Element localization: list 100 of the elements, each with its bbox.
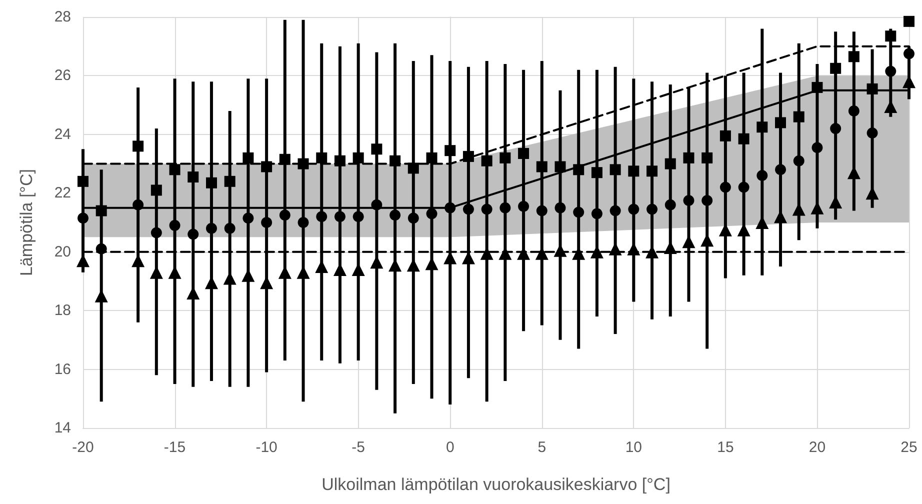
point xyxy=(756,170,768,182)
point xyxy=(426,208,438,220)
x-tick-label: 0 xyxy=(446,439,454,456)
x-tick-label: 5 xyxy=(538,439,546,456)
point xyxy=(885,66,896,77)
point xyxy=(866,83,878,94)
point xyxy=(775,117,786,128)
point xyxy=(904,48,914,60)
point xyxy=(188,228,199,240)
point xyxy=(738,182,750,193)
point xyxy=(610,164,621,176)
point xyxy=(188,171,199,182)
point xyxy=(536,205,548,216)
y-tick-label: 20 xyxy=(54,243,71,260)
y-tick-label: 14 xyxy=(54,420,71,436)
point xyxy=(830,62,842,74)
x-tick-label: 25 xyxy=(900,439,918,456)
point xyxy=(408,212,419,224)
point xyxy=(683,152,694,164)
point xyxy=(371,199,382,210)
point xyxy=(150,184,162,196)
point xyxy=(904,16,914,27)
point xyxy=(444,145,456,156)
point xyxy=(78,176,88,187)
y-tick-label: 22 xyxy=(54,184,71,202)
point xyxy=(444,202,456,214)
point xyxy=(224,176,236,187)
y-tick-label: 28 xyxy=(54,8,71,26)
point xyxy=(738,133,750,144)
point xyxy=(554,161,566,172)
point xyxy=(261,217,272,228)
point xyxy=(390,210,401,221)
point xyxy=(279,154,290,165)
point xyxy=(132,140,144,152)
point xyxy=(481,204,492,215)
point xyxy=(261,161,272,172)
point xyxy=(812,82,823,93)
point xyxy=(812,142,823,154)
point xyxy=(866,127,878,138)
x-axis-title: Ulkoilman lämpötilan vuorokausikeskiarvo [°C] xyxy=(322,475,670,494)
x-tick-label: -5 xyxy=(352,439,366,456)
point xyxy=(78,212,88,224)
point xyxy=(628,166,640,177)
point xyxy=(132,199,144,210)
point xyxy=(500,202,511,214)
point xyxy=(206,177,217,188)
x-tick-label: 10 xyxy=(625,439,642,456)
point xyxy=(96,205,107,216)
point xyxy=(426,152,438,164)
point xyxy=(848,105,860,116)
point xyxy=(352,211,364,222)
point xyxy=(664,199,676,210)
point xyxy=(298,217,309,228)
point xyxy=(793,111,804,122)
point xyxy=(573,206,584,218)
point xyxy=(206,222,217,234)
point xyxy=(720,130,731,142)
point xyxy=(702,194,713,206)
y-tick-label: 26 xyxy=(54,67,71,84)
point xyxy=(591,167,602,178)
x-tick-label: -15 xyxy=(164,439,186,456)
point xyxy=(628,204,640,215)
x-tick-label: -20 xyxy=(72,439,94,456)
point xyxy=(316,211,328,222)
point xyxy=(462,150,474,162)
x-tick-label: 20 xyxy=(808,439,826,456)
point xyxy=(224,222,236,234)
point xyxy=(481,155,492,166)
point xyxy=(500,152,511,164)
point xyxy=(536,161,548,172)
point xyxy=(462,204,474,215)
point xyxy=(720,182,731,193)
point xyxy=(279,210,290,221)
point xyxy=(830,123,842,134)
point xyxy=(683,194,694,206)
y-tick-label: 18 xyxy=(54,302,71,320)
point xyxy=(96,243,107,254)
point xyxy=(242,152,254,164)
point xyxy=(646,166,658,177)
point xyxy=(646,204,658,215)
y-axis-title: Lämpötila [°C] xyxy=(17,169,36,276)
point xyxy=(610,205,621,216)
point xyxy=(591,208,602,220)
point xyxy=(885,30,896,42)
point xyxy=(756,122,768,133)
point xyxy=(169,220,180,231)
point xyxy=(242,212,254,224)
point xyxy=(518,148,530,160)
point xyxy=(408,162,419,174)
point xyxy=(334,211,346,222)
x-tick-label: -10 xyxy=(256,439,278,456)
point xyxy=(371,144,382,155)
point xyxy=(702,152,713,164)
point xyxy=(352,152,364,164)
point xyxy=(554,202,566,214)
point xyxy=(573,164,584,176)
point xyxy=(390,155,401,166)
point xyxy=(334,155,346,166)
point xyxy=(848,51,860,62)
y-tick-label: 16 xyxy=(54,360,71,378)
